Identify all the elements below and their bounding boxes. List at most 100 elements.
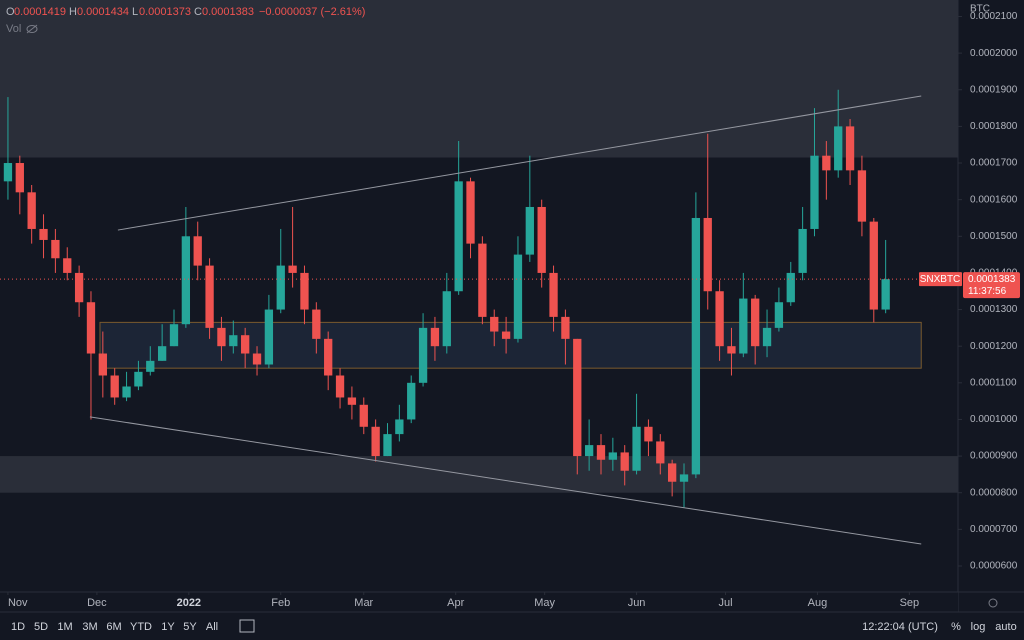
candle-body (169, 324, 179, 347)
price-zone (0, 0, 958, 158)
candle-body (454, 181, 463, 292)
date-range-icon[interactable] (239, 619, 255, 633)
y-tick-label: 0.0001300 (970, 304, 1018, 315)
y-tick-label: 0.0002000 (970, 48, 1018, 59)
candle-body (834, 126, 843, 171)
candle-body (584, 445, 594, 457)
x-tick-label: May (534, 597, 555, 609)
range-button[interactable]: 1M (57, 621, 72, 633)
x-tick-label: Mar (354, 597, 373, 609)
low-value: 0.0001373 (139, 6, 191, 18)
candle-body (573, 338, 582, 457)
y-tick-label: 0.0001800 (970, 121, 1018, 132)
log-toggle[interactable]: log (971, 621, 986, 633)
y-tick-label: 0.0001000 (970, 414, 1018, 425)
range-button[interactable]: 6M (106, 621, 121, 633)
y-tick-label: 0.0000600 (970, 561, 1018, 572)
open-label: O (6, 6, 15, 18)
range-button[interactable]: 1Y (161, 621, 175, 633)
x-tick-label: Jun (628, 597, 646, 609)
candle-body (86, 302, 96, 354)
y-tick-label: 0.0000700 (970, 524, 1018, 535)
x-tick-label: Feb (271, 597, 290, 609)
y-tick-label: 0.0001900 (970, 84, 1018, 95)
candle-body (252, 353, 262, 365)
candle-body (501, 331, 511, 339)
percent-toggle[interactable]: % (951, 621, 961, 633)
candle-body (146, 360, 155, 372)
candle-body (407, 382, 416, 420)
candle-body (679, 474, 689, 482)
candle-body (881, 279, 890, 310)
price-box (963, 272, 1020, 299)
candle-body (300, 272, 309, 310)
candle-body (98, 353, 107, 376)
low-label: L (132, 6, 138, 18)
x-tick-label: Aug (808, 597, 828, 609)
range-button[interactable]: YTD (130, 621, 152, 633)
y-tick-label: 0.0002100 (970, 11, 1018, 22)
eye-icon[interactable] (26, 25, 38, 33)
toolbar: 12:22:04 (UTC) % log auto 1D 5D 1M 3M 6M YTD 1… (11, 619, 1017, 633)
y-tick-label: 0.0001100 (970, 377, 1017, 388)
price-axis-panel (958, 0, 1024, 612)
candle-body (798, 228, 807, 273)
candle-body (288, 265, 297, 273)
axes: 0.0000600 0.0000700 0.0000800 0.0000900 0.00… (7, 11, 1020, 609)
candle-body (525, 206, 534, 255)
range-button[interactable]: 3M (82, 621, 97, 633)
auto-toggle[interactable]: auto (995, 621, 1016, 633)
candle-body (229, 335, 238, 347)
candle-body (217, 327, 226, 347)
candle-body (490, 316, 499, 332)
candle-body (110, 375, 119, 398)
currency[interactable]: BTC (970, 4, 990, 15)
candle-body (359, 404, 368, 427)
candle-body (513, 254, 523, 339)
candle-body (668, 463, 677, 482)
candle-body (620, 452, 629, 471)
candle-body (3, 163, 13, 182)
x-tick-label: Sep (900, 597, 920, 609)
trendline (89, 416, 922, 545)
eye-icon[interactable] (26, 24, 38, 34)
open-value: 0.0001419 (14, 6, 66, 18)
candle-body (122, 386, 131, 398)
candle-body (264, 309, 274, 365)
candle-body (608, 452, 618, 460)
candle-body (561, 316, 570, 339)
candle-body (193, 236, 202, 266)
change-value: −0.0000037 (−2.61%) (259, 6, 365, 18)
candle-body (276, 265, 285, 310)
price-label: 0.0001383 (968, 274, 1016, 285)
high-label: H (69, 6, 77, 18)
candle-body (751, 298, 760, 347)
clock[interactable]: 12:22:04 (UTC) (862, 621, 938, 633)
candle-body (869, 221, 878, 310)
candle-body (63, 258, 72, 273)
candle-body (845, 126, 855, 171)
candle-body (181, 236, 191, 325)
candle-body (395, 419, 404, 435)
y-tick-label: 0.0001600 (970, 194, 1018, 205)
close-label: C (194, 6, 202, 18)
range-button[interactable]: 1D (11, 621, 25, 633)
candle-body (537, 206, 546, 273)
volume-label[interactable]: Vol (6, 23, 21, 35)
candle-body (466, 181, 475, 244)
y-tick-label: 0.0000800 (970, 487, 1018, 498)
range-button[interactable]: 5Y (183, 621, 197, 633)
range-button[interactable]: 5D (34, 621, 48, 633)
settings-icon[interactable] (988, 598, 998, 608)
candle-body (857, 170, 867, 222)
trendline (117, 95, 922, 231)
plot-area (0, 0, 958, 545)
candle-body (656, 441, 665, 464)
candle-body (430, 327, 440, 347)
candle-body (324, 338, 333, 376)
range-button[interactable]: All (206, 621, 218, 633)
candle-body (442, 291, 451, 347)
candle-body (15, 163, 24, 193)
candle-body (157, 346, 167, 361)
